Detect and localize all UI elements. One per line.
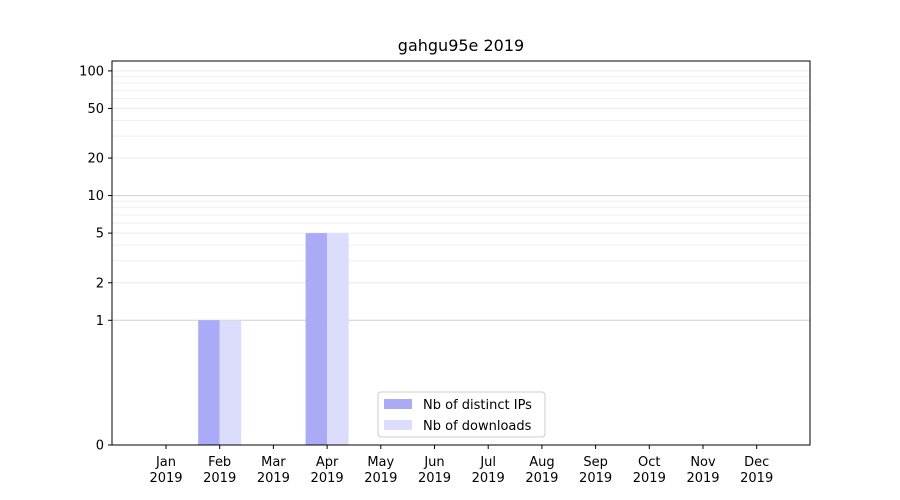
x-tick-label-month: Aug <box>529 455 554 470</box>
x-tick-label-year: 2019 <box>418 471 451 486</box>
y-tick-label: 50 <box>87 102 104 117</box>
x-tick-label-month: Sep <box>583 455 608 470</box>
y-tick-label: 0 <box>96 439 104 454</box>
x-tick-label-year: 2019 <box>257 471 290 486</box>
x-tick-label-month: May <box>367 455 394 470</box>
x-tick-label-month: Jan <box>155 455 176 470</box>
legend-label: Nb of downloads <box>423 419 532 434</box>
legend: Nb of distinct IPs Nb of downloads <box>377 391 546 438</box>
x-tick-label-month: Jun <box>423 455 444 470</box>
legend-swatch <box>384 420 412 430</box>
bars-layer <box>198 233 349 445</box>
bar-downloads <box>219 320 242 445</box>
x-tick-label-year: 2019 <box>686 471 719 486</box>
x-tick-label-year: 2019 <box>525 471 558 486</box>
y-tick-label: 1 <box>96 314 104 329</box>
x-tick-label-year: 2019 <box>364 471 397 486</box>
x-tick-label-month: Feb <box>208 455 231 470</box>
bar-downloads <box>327 233 349 445</box>
x-tick-label-month: Mar <box>261 455 286 470</box>
x-tick-label-year: 2019 <box>740 471 773 486</box>
x-tick-label-year: 2019 <box>311 471 344 486</box>
y-tick-label: 5 <box>96 227 104 242</box>
legend-swatch <box>384 399 412 409</box>
y-tick-label: 100 <box>79 64 104 79</box>
x-tick-label-year: 2019 <box>472 471 505 486</box>
x-tick-label-month: Jul <box>479 455 496 470</box>
x-tick-label-month: Apr <box>316 455 339 470</box>
y-tick-label: 10 <box>87 189 104 204</box>
x-tick-label-year: 2019 <box>149 471 182 486</box>
x-tick-label-year: 2019 <box>203 471 236 486</box>
legend-label: Nb of distinct IPs <box>423 398 532 413</box>
y-tick-label: 2 <box>96 276 104 291</box>
plot-frame <box>111 60 811 446</box>
grid-layer <box>112 70 810 321</box>
x-axis: Jan2019Feb2019Mar2019Apr2019May2019Jun20… <box>149 445 773 486</box>
y-tick-label: 20 <box>87 152 104 167</box>
y-axis: 0 1 2 5 10 20 50 100 <box>79 64 112 454</box>
x-tick-label-year: 2019 <box>633 471 666 486</box>
bar-distinct-ips <box>305 233 328 445</box>
x-tick-label-month: Dec <box>744 455 769 470</box>
bar-distinct-ips <box>198 320 220 445</box>
legend-box <box>377 391 546 438</box>
x-tick-label-month: Oct <box>638 455 660 470</box>
chart-title: gahgu95e 2019 <box>398 36 524 55</box>
x-tick-label-year: 2019 <box>579 471 612 486</box>
x-tick-label-month: Nov <box>690 455 716 470</box>
